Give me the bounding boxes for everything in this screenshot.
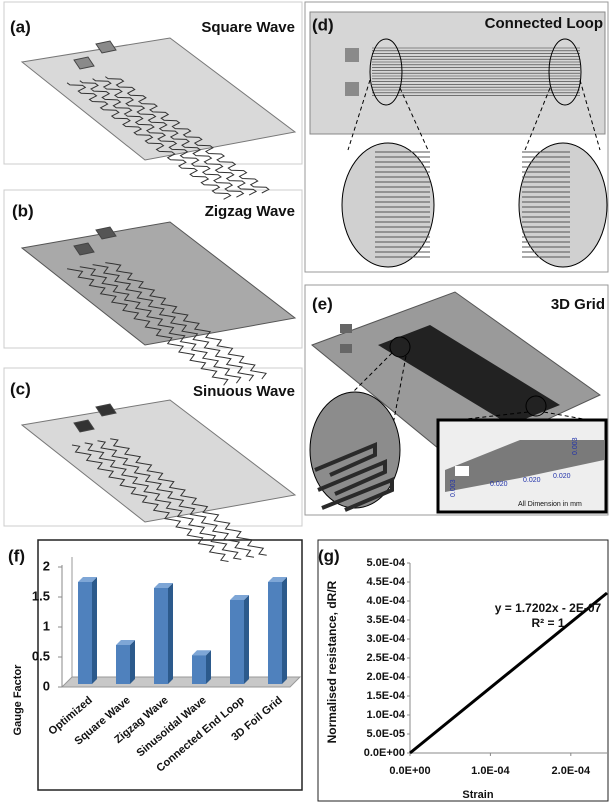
annotation: y = 1.7202x - 2E-07 [495,601,602,615]
bar [78,582,92,684]
x-axis-label: Strain [462,789,493,801]
panel-label: (b) [12,201,34,220]
bar [154,588,168,684]
panel-title: 3D Grid [551,296,605,313]
y-tick-label: 3.0E-04 [366,633,405,645]
y-tick-label: 1.5E-04 [366,690,405,702]
dimension: 0.003 [572,437,579,455]
bar-side [206,650,211,684]
dimension: 0.003 [450,479,457,497]
inset-note: All Dimension in mm [518,501,582,508]
y-tick-label: 4.5E-04 [366,576,405,588]
panel-title: Square Wave [201,19,295,36]
bar-side [168,583,173,684]
y-tick-label: 3.5E-04 [366,614,405,626]
dimension: 0.020 [523,477,541,484]
bar [116,645,130,684]
y-tick-label: 0.0E+00 [364,747,405,759]
x-tick-label: 0.0E+00 [389,765,430,777]
y-tick-label: 2.5E-04 [366,652,405,664]
y-tick-label: 1 [43,618,50,633]
bar-side [130,640,135,684]
panel-frame [318,540,608,801]
panel-label: (e) [312,294,333,313]
figure: 0.003 0.020 0.020 0.020 0.003 All Dimens… [0,0,610,803]
bar-side [92,577,97,684]
bar [268,582,282,684]
y-tick-label: 5.0E-04 [366,557,405,569]
pad [345,48,359,62]
panel-label: (c) [10,379,31,398]
x-tick-label: 2.0E-04 [552,765,591,777]
bar [230,600,244,684]
annotation: R² = 1 [531,616,564,630]
x-tick-label: 1.0E-04 [471,765,510,777]
y-tick-label: 5.0E-05 [366,728,405,740]
panel-title: Connected Loop [485,15,603,32]
floor [62,677,300,687]
panel-label: (d) [312,15,334,34]
y-tick-label: 0 [43,678,50,693]
bar-side [244,595,249,684]
panel-title: Sinuous Wave [193,383,295,400]
y-axis-label: Gauge Factor [12,664,24,736]
y-tick-label: 2 [43,558,50,573]
pad [345,82,359,96]
inset-hole [455,466,469,476]
bar-side [282,577,287,684]
y-tick-label: 1.5 [32,588,50,603]
y-tick-label: 2.0E-04 [366,671,405,683]
dimension: 0.020 [553,473,571,480]
panel-label: (g) [318,546,340,565]
pad [340,324,352,333]
y-tick-label: 1.0E-04 [366,709,405,721]
y-axis-label: Normalised resistance, dR/R [325,580,339,743]
y-tick-label: 0.5 [32,648,50,663]
panel-label: (a) [10,17,31,36]
dimension: 0.020 [490,481,508,488]
panel-label: (f) [8,546,25,565]
pad [340,344,352,353]
y-tick-label: 4.0E-04 [366,595,405,607]
panel-title: Zigzag Wave [205,203,295,220]
bar [192,655,206,684]
